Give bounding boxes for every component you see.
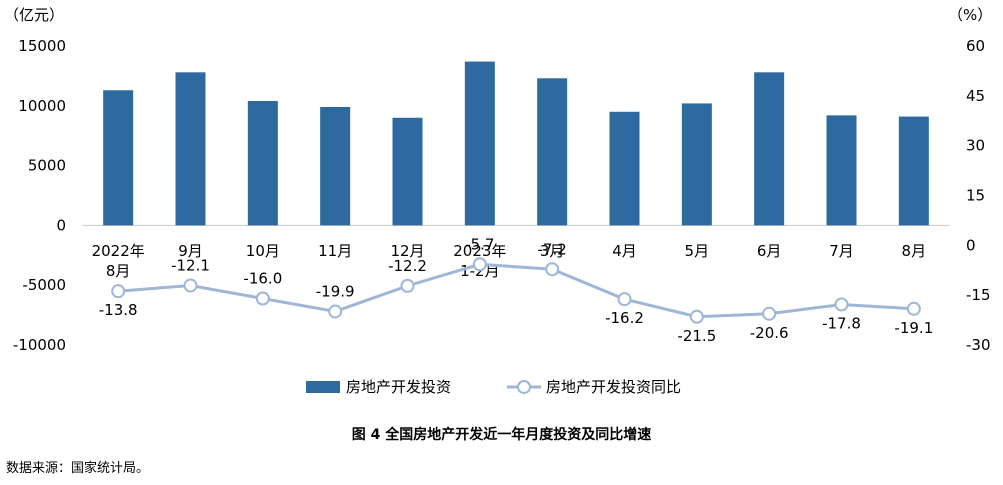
y-left-tick-label: -10000 (13, 336, 66, 354)
data-label: -19.1 (894, 319, 933, 337)
bar (392, 117, 423, 226)
line-point (834, 297, 849, 312)
legend-label-bar: 房地产开发投资 (346, 378, 451, 396)
x-tick-label: 9月 (178, 242, 203, 260)
line-point (906, 301, 921, 316)
bar (898, 116, 929, 226)
x-tick-label: 2022年 (92, 242, 145, 260)
y-right-unit: （%） (948, 6, 992, 24)
y-left-tick-label: 5000 (28, 157, 66, 175)
line-point (689, 309, 704, 324)
x-tick-label: 2023年 (453, 242, 506, 260)
line-point (255, 291, 270, 306)
x-tick-label: 10月 (246, 242, 280, 260)
y-right-tick-label: 45 (966, 87, 985, 105)
y-left-tick-label: 0 (56, 216, 66, 234)
y-right-tick-label: 0 (966, 236, 976, 254)
data-label: -16.2 (605, 309, 644, 327)
x-tick-label: 8月 (902, 242, 927, 260)
source-note: 数据来源：国家统计局。 (6, 461, 150, 476)
line-point (111, 284, 126, 299)
y-right-tick-label: 60 (966, 37, 985, 55)
bar (247, 101, 278, 226)
x-tick-label: 4月 (612, 242, 637, 260)
bar (464, 61, 495, 226)
bar (320, 106, 351, 226)
data-label: -21.5 (677, 327, 716, 345)
y-right-tick-label: -30 (966, 336, 991, 354)
data-label: -12.2 (388, 257, 427, 275)
line-point (545, 262, 560, 277)
data-label: -20.6 (750, 324, 789, 342)
legend-swatch-bar (306, 381, 340, 393)
line-series (118, 262, 914, 319)
data-label: -12.1 (171, 257, 210, 275)
x-tick-label: 12月 (390, 242, 424, 260)
x-tick-label: 8月 (106, 262, 131, 280)
line-point (400, 278, 415, 293)
combo-chart: 15000 10000 5000 0 -5000 -10000 60 45 30 15 0 -15 -3… (4, 6, 992, 396)
line-point (762, 306, 777, 321)
line-point (183, 278, 198, 293)
figure-caption: 图 4 全国房地产开发近一年月度投资及同比增速 (351, 427, 652, 443)
y-right-tick-label: 30 (966, 137, 985, 155)
data-label: -16.0 (243, 269, 282, 287)
bar (609, 111, 640, 226)
y-right-tick-label: 15 (966, 187, 985, 205)
bar (175, 72, 206, 226)
line-point (472, 257, 487, 272)
bar (681, 103, 712, 226)
line-point (328, 304, 343, 319)
bar (537, 78, 568, 226)
y-left-tick-label: -5000 (22, 276, 66, 294)
y-left-tick-label: 15000 (18, 37, 66, 55)
data-label: -7.2 (538, 240, 567, 258)
x-tick-label: 3月 (540, 242, 565, 260)
data-label: -13.8 (99, 301, 138, 319)
data-label: -17.8 (822, 314, 861, 332)
data-label: -19.9 (316, 282, 355, 300)
x-tick-label: 5月 (685, 242, 710, 260)
line-point (617, 292, 632, 307)
bar (826, 115, 857, 226)
y-right-tick-label: -15 (966, 286, 991, 304)
bar (754, 72, 785, 226)
legend-label-line: 房地产开发投资同比 (546, 378, 681, 396)
x-tick-label: 11月 (318, 242, 352, 260)
x-tick-label: 7月 (829, 242, 854, 260)
y-left-tick-label: 10000 (18, 97, 66, 115)
y-left-unit: （亿元） (4, 6, 64, 24)
bar (103, 90, 134, 226)
x-tick-label: 6月 (757, 242, 782, 260)
data-label: -5.7 (465, 235, 494, 253)
legend-swatch-marker (517, 380, 531, 394)
